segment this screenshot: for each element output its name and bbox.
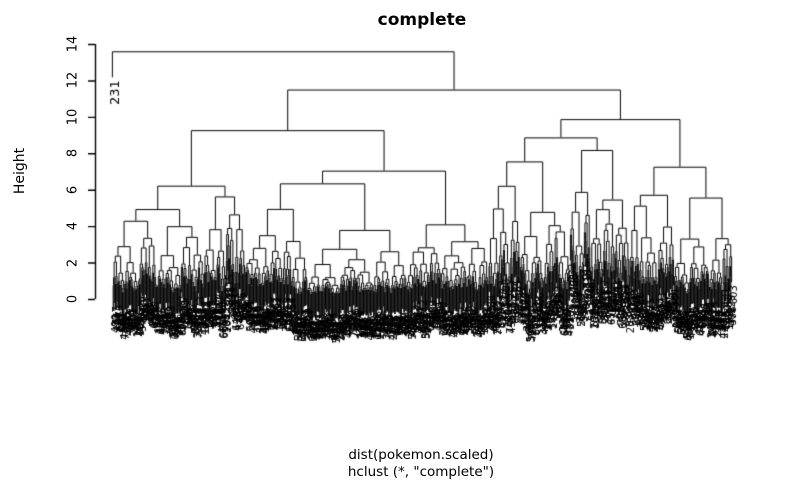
x-axis-caption-line2: hclust (*, "complete")	[347, 464, 495, 480]
y-tick-label: 14	[65, 35, 81, 53]
y-tick-label: 8	[65, 149, 81, 158]
y-axis-label: Height	[12, 147, 28, 195]
y-tick-label: 2	[65, 258, 81, 267]
chart-title: complete	[377, 10, 467, 30]
y-tick-label: 4	[65, 222, 81, 231]
y-tick-label: 6	[65, 185, 81, 194]
y-tick-label: 0	[65, 294, 81, 304]
y-tick-label: 10	[65, 108, 81, 126]
x-axis-caption-line1: dist(pokemon.scaled)	[348, 447, 494, 463]
y-tick-label: 12	[65, 72, 81, 89]
